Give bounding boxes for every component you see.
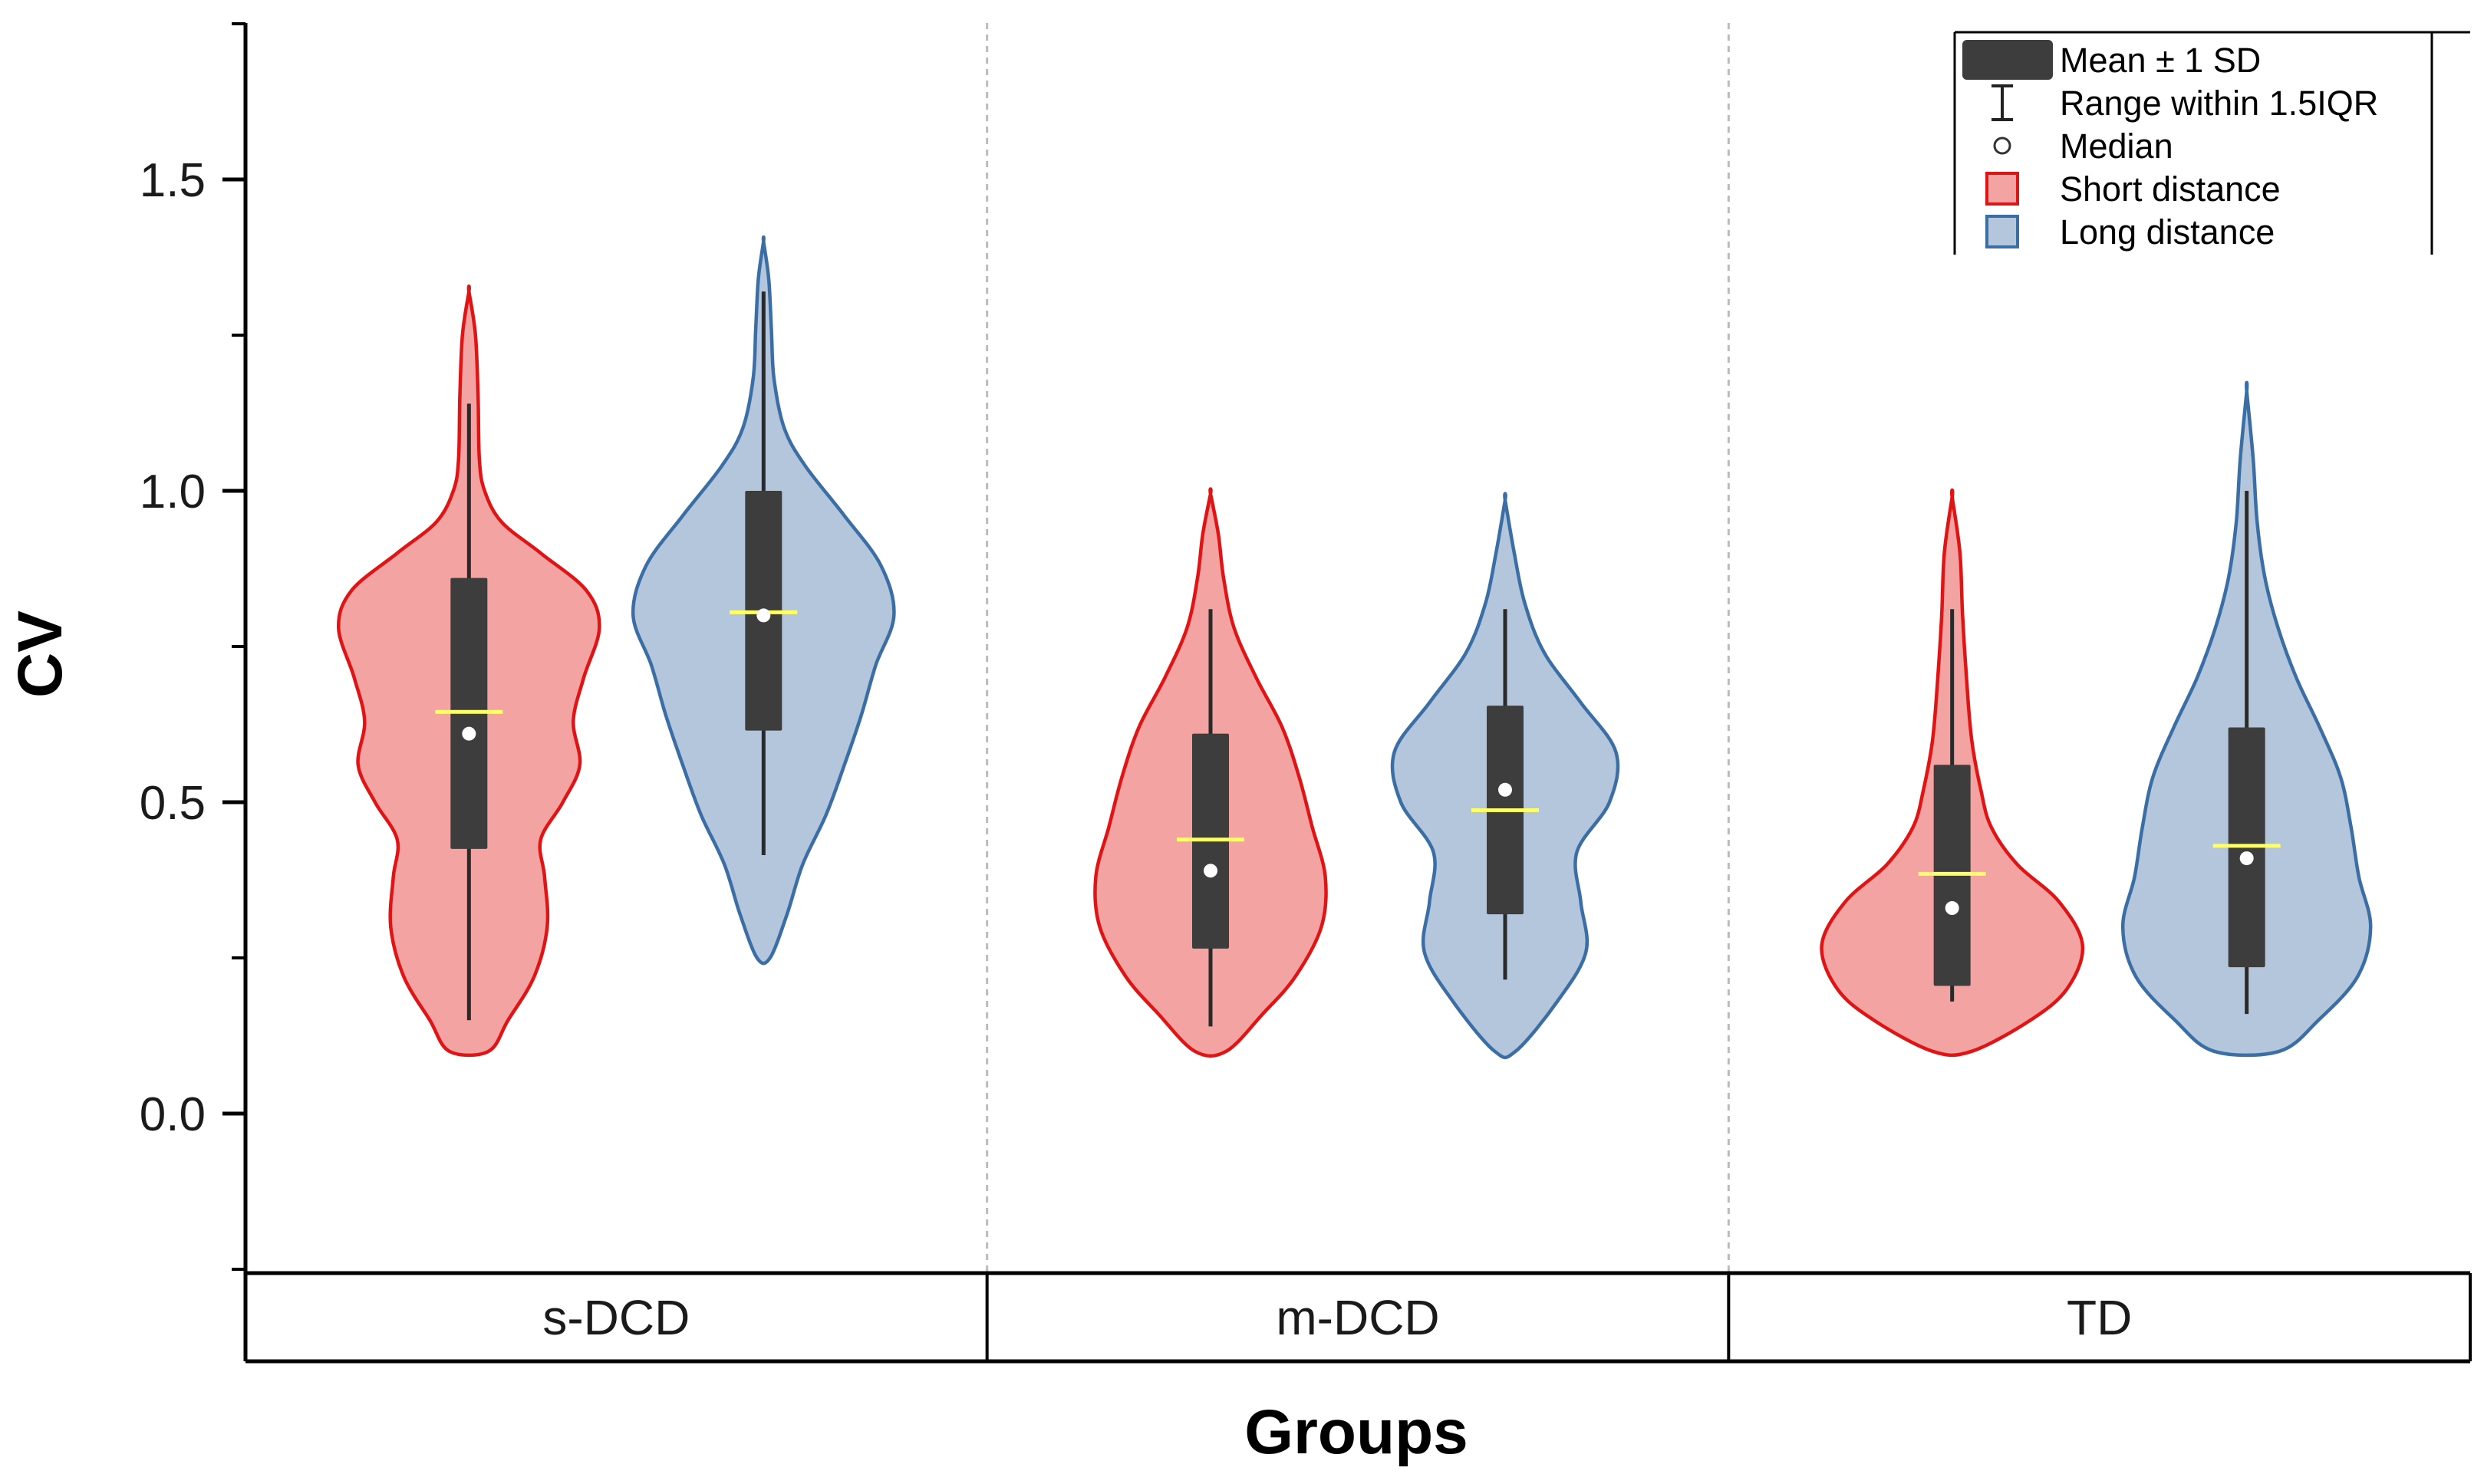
y-axis-title: CV	[5, 610, 75, 698]
median-dot-short-m-DCD	[1204, 864, 1217, 878]
median-dot-long-s-DCD	[756, 608, 771, 623]
group-label-s-DCD: s-DCD	[542, 1290, 690, 1345]
x-axis-title: Groups	[1244, 1397, 1468, 1467]
y-tick-label: 0.0	[140, 1088, 206, 1141]
legend-key-short	[1985, 172, 2019, 206]
median-dot-short-s-DCD	[462, 726, 476, 741]
legend-key-box	[1962, 40, 2053, 80]
y-tick-label: 0.5	[140, 777, 206, 830]
legend-label-box: Mean ± 1 SD	[2060, 41, 2261, 80]
legend-key-long	[1985, 215, 2019, 248]
legend-key-median	[1993, 137, 2011, 155]
median-dot-short-TD	[1945, 901, 1959, 916]
legend-label-whisker: Range within 1.5IQR	[2060, 84, 2378, 123]
group-label-m-DCD: m-DCD	[1276, 1290, 1439, 1345]
group-label-TD: TD	[2067, 1290, 2132, 1345]
y-tick-label: 1.0	[140, 466, 206, 518]
y-tick-label: 1.5	[140, 154, 206, 207]
legend-label-short: Short distance	[2060, 169, 2281, 209]
legend-label-long: Long distance	[2060, 212, 2275, 252]
median-dot-long-TD	[2239, 851, 2254, 866]
legend-label-median: Median	[2060, 127, 2173, 166]
median-dot-long-m-DCD	[1498, 782, 1512, 797]
